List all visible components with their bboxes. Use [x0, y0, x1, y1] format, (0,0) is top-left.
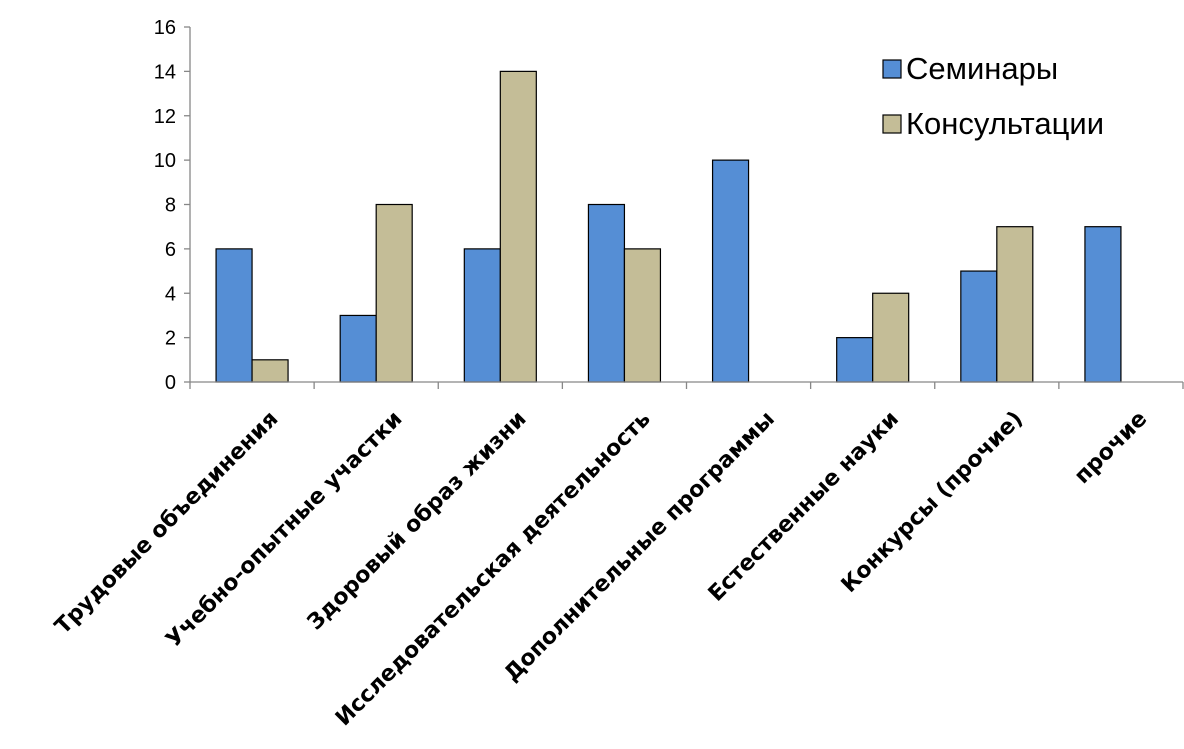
bar-consultations [872, 292, 910, 383]
x-category-label: Трудовые объединения [50, 407, 283, 640]
legend: Семинары Консультации [882, 51, 1104, 141]
y-tick-label: 4 [165, 283, 176, 305]
bar-seminars [960, 270, 998, 383]
bar-seminars [215, 248, 253, 383]
bar-consultations [623, 248, 662, 383]
y-tick-label: 0 [165, 372, 176, 394]
x-category-label: Учебно-опытные участки [161, 407, 407, 653]
bar-consultations [251, 359, 289, 383]
y-tick-label: 10 [154, 150, 176, 172]
y-tick-label: 16 [154, 17, 176, 39]
bar-seminars [339, 314, 377, 383]
bar-seminars [463, 248, 501, 383]
legend-label-seminars: Семинары [906, 51, 1058, 86]
x-category-label: Дополнительные программы [500, 407, 780, 687]
bar-consultations [499, 70, 537, 383]
legend-swatch-seminars [882, 59, 902, 79]
y-tick-label: 12 [154, 106, 176, 128]
bar-seminars [587, 203, 626, 383]
bar-seminars [1084, 226, 1122, 383]
y-tick-label: 2 [165, 328, 176, 350]
y-tick-label: 8 [165, 195, 176, 217]
bar-seminars [711, 159, 750, 383]
y-tick-label: 6 [165, 239, 176, 261]
y-axis: 0 2 4 6 8 10 12 14 16 [154, 17, 191, 394]
legend-label-consultations: Консультации [906, 106, 1104, 141]
bars [215, 70, 1122, 383]
bar-consultations [375, 203, 413, 383]
legend-swatch-consultations [882, 114, 902, 134]
y-tick-label: 14 [154, 61, 176, 83]
x-category-label: Здоровый образ жизни [303, 407, 532, 636]
bar-seminars [836, 337, 874, 383]
bar-consultations [996, 226, 1034, 383]
x-category-label: прочие [1070, 407, 1152, 489]
